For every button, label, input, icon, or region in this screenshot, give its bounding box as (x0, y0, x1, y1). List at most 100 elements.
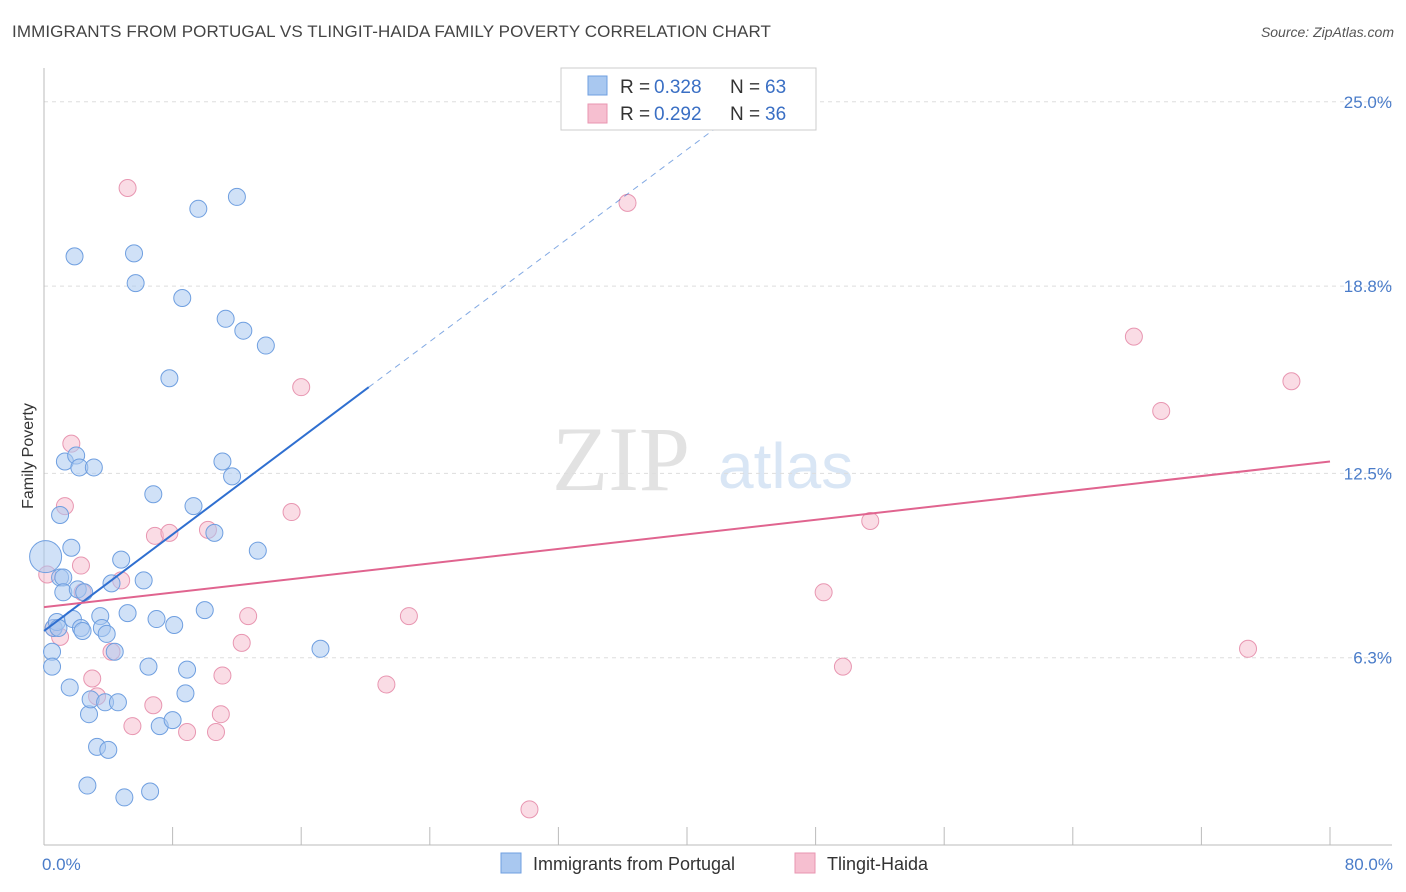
chart-title: IMMIGRANTS FROM PORTUGAL VS TLINGIT-HAID… (12, 22, 771, 41)
point-portugal-23 (81, 690, 100, 709)
point-portugal-51 (184, 497, 203, 516)
point-tlingit-14 (145, 526, 164, 545)
point-portugal-12 (62, 538, 81, 557)
point-portugal-24 (84, 458, 103, 477)
point-portugal-38 (126, 274, 145, 293)
point-portugal-58 (227, 187, 246, 206)
source-credit: Source: ZipAtlas.com (1260, 24, 1394, 40)
point-portugal-14 (65, 247, 84, 266)
gridlines (44, 101, 1392, 659)
point-portugal-31 (102, 574, 121, 593)
point-portugal-40 (139, 657, 158, 676)
point-portugal-42 (144, 485, 163, 504)
point-portugal-47 (165, 616, 184, 635)
watermark-atlas: atlas (718, 430, 853, 502)
point-tlingit-12 (118, 178, 137, 197)
legend-swatch-tlingit (587, 103, 608, 124)
x-tick-label-0: 0.0% (42, 855, 81, 874)
y-axis-title: Family Poverty (20, 403, 37, 509)
legend-n-value-2: 36 (765, 104, 786, 125)
series-portugal-points (29, 187, 330, 807)
point-portugal-56 (216, 309, 235, 328)
point-portugal-37 (125, 244, 144, 263)
point-portugal-33 (108, 693, 127, 712)
series-legend: Immigrants from Portugal Tlingit-Haida (500, 852, 929, 874)
x-tick-label-1: 80.0% (1345, 855, 1393, 874)
point-tlingit-35 (1282, 372, 1301, 391)
point-portugal-32 (105, 642, 124, 661)
point-tlingit-22 (239, 607, 258, 626)
point-portugal-49 (176, 684, 195, 703)
point-tlingit-5 (71, 556, 90, 575)
point-portugal-41 (141, 782, 160, 801)
point-portugal-57 (223, 467, 242, 486)
point-portugal-7 (51, 506, 70, 525)
point-portugal-46 (163, 711, 182, 730)
point-portugal-48 (173, 288, 192, 307)
point-portugal-53 (195, 601, 214, 620)
point-tlingit-20 (213, 666, 232, 685)
trend-lines (43, 125, 1331, 632)
point-portugal-43 (147, 610, 166, 629)
point-tlingit-31 (861, 511, 880, 530)
legend-r-label-1: R = (620, 77, 650, 98)
legend-r-value-1: 0.328 (654, 77, 702, 98)
point-tlingit-27 (520, 800, 539, 819)
point-tlingit-15 (160, 523, 179, 542)
x-tick-labels: 0.0% 80.0% (42, 855, 1393, 874)
point-tlingit-21 (232, 633, 251, 652)
bottom-legend-label-portugal: Immigrants from Portugal (533, 854, 735, 874)
bottom-legend-label-tlingit: Tlingit-Haida (827, 854, 929, 874)
point-tlingit-28 (618, 193, 637, 212)
point-portugal-9 (54, 583, 73, 602)
legend-n-label-1: N = (730, 77, 760, 98)
point-portugal-22 (80, 705, 99, 724)
trend-portugal (43, 386, 370, 632)
y-tick-label-3: 25.0% (1344, 93, 1392, 112)
point-tlingit-30 (833, 657, 852, 676)
point-portugal-36 (118, 604, 137, 623)
point-tlingit-32 (1124, 327, 1143, 346)
point-tlingit-7 (83, 669, 102, 688)
point-tlingit-23 (282, 503, 301, 522)
legend-n-value-1: 63 (765, 77, 786, 98)
point-tlingit-29 (814, 583, 833, 602)
trend-portugal-extension (368, 125, 720, 388)
point-tlingit-16 (178, 723, 197, 742)
point-tlingit-13 (144, 696, 163, 715)
point-portugal-20 (75, 583, 94, 602)
watermark-zip: ZIP (552, 408, 690, 510)
point-portugal-62 (311, 639, 330, 658)
legend-r-value-2: 0.292 (654, 104, 702, 125)
legend-r-label-2: R = (620, 104, 650, 125)
point-portugal-29 (97, 624, 116, 643)
point-tlingit-18 (207, 723, 226, 742)
point-portugal-11 (60, 678, 79, 697)
legend-n-label-2: N = (730, 104, 760, 125)
point-tlingit-34 (1239, 639, 1258, 658)
y-tick-label-2: 18.8% (1344, 277, 1392, 296)
point-tlingit-33 (1152, 401, 1171, 420)
bottom-legend-swatch-portugal (500, 852, 522, 874)
point-portugal-21 (78, 776, 97, 795)
point-portugal-45 (160, 369, 179, 388)
y-tick-label-1: 12.5% (1344, 464, 1392, 483)
trend-tlingit (43, 460, 1331, 609)
axes (43, 68, 1392, 846)
point-portugal-60 (248, 541, 267, 560)
point-portugal-0 (29, 540, 63, 574)
bottom-legend-swatch-tlingit (794, 852, 816, 874)
y-tick-labels: 6.3% 12.5% 18.8% 25.0% (1344, 93, 1392, 668)
point-portugal-59 (234, 321, 253, 340)
point-portugal-19 (73, 621, 92, 640)
point-tlingit-19 (211, 705, 230, 724)
y-tick-label-0: 6.3% (1353, 649, 1392, 668)
correlation-legend: R = 0.328 N = 63 R = 0.292 N = 36 (560, 67, 817, 131)
point-tlingit-24 (292, 378, 311, 397)
point-tlingit-25 (377, 675, 396, 694)
legend-swatch-portugal (587, 75, 608, 96)
point-portugal-39 (134, 571, 153, 590)
point-portugal-2 (43, 657, 62, 676)
point-portugal-35 (115, 788, 134, 807)
